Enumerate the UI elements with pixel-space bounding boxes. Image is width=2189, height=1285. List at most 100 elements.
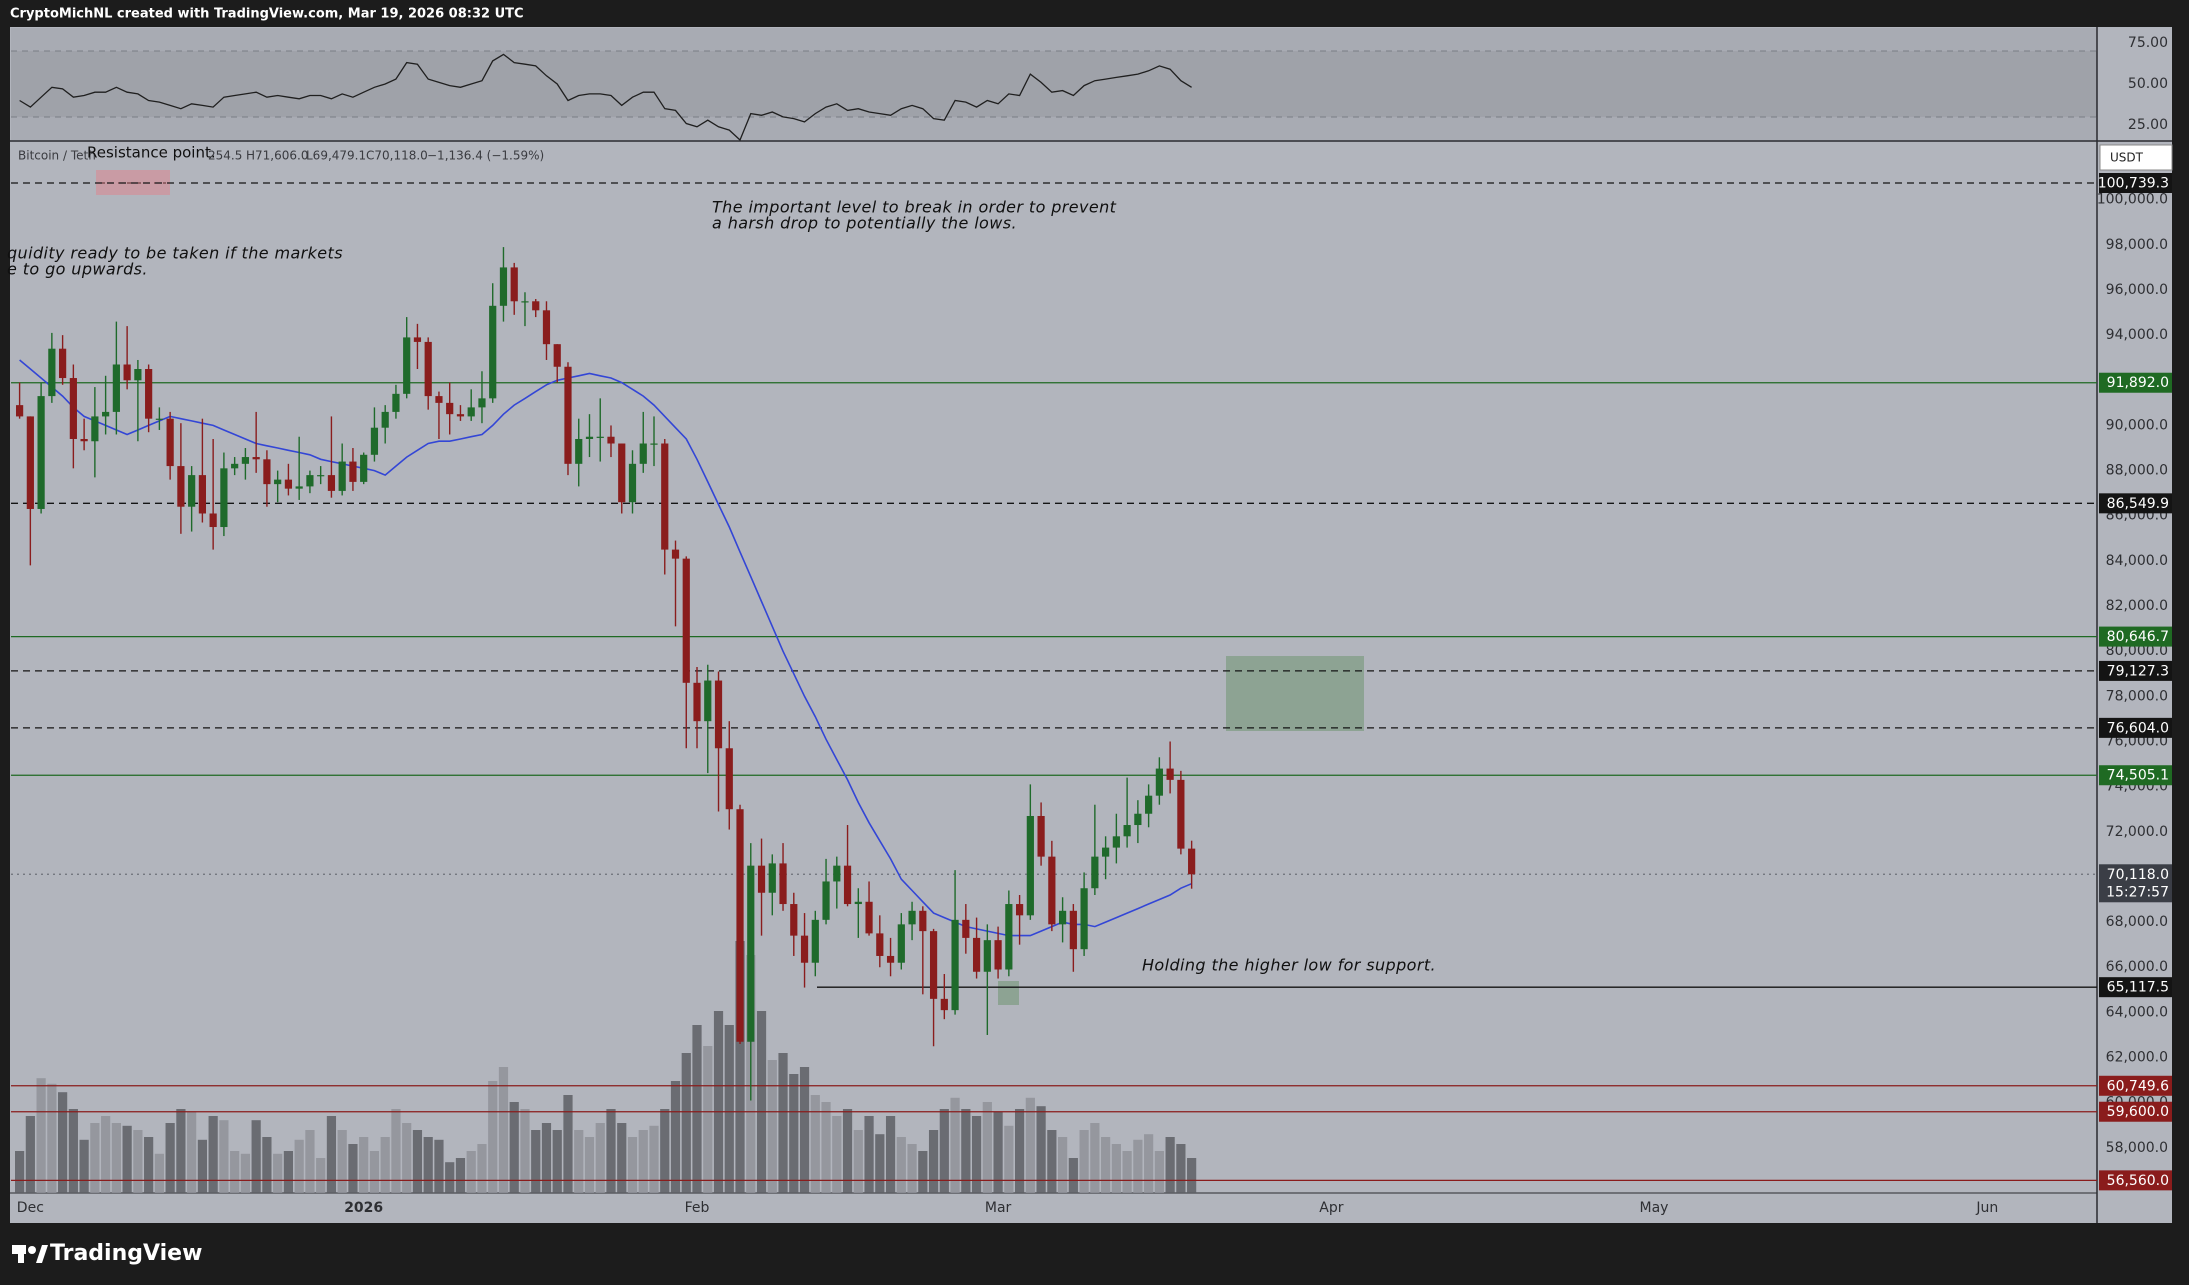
candle-body — [736, 809, 744, 1042]
volume-bar — [15, 1151, 25, 1193]
x-tick-label: Feb — [685, 1200, 710, 1216]
volume-bar — [283, 1151, 294, 1193]
candle-body — [1112, 836, 1120, 848]
y-tick-label: 66,000.0 — [2106, 959, 2168, 975]
volume-bar — [208, 1116, 218, 1193]
level-label: 70,118.0 — [2107, 867, 2169, 883]
candle-body — [962, 919, 970, 938]
candle-body — [1005, 904, 1013, 970]
candle-body — [166, 418, 174, 467]
candle-body — [553, 344, 561, 367]
volume-bar — [402, 1123, 412, 1193]
y-tick-label: 88,000.0 — [2106, 463, 2168, 479]
volume-bar — [445, 1162, 455, 1193]
volume-bar — [735, 941, 745, 1193]
candle-body — [360, 454, 368, 482]
volume-bar — [606, 1109, 616, 1193]
y-tick-label: 68,000.0 — [2106, 914, 2168, 930]
candle-body — [48, 348, 56, 397]
candle-body — [564, 366, 572, 464]
volume-bar — [971, 1116, 982, 1193]
candle-body — [231, 463, 239, 469]
volume-bar — [176, 1109, 186, 1193]
volume-bar — [154, 1153, 164, 1193]
candle-body — [1188, 848, 1196, 875]
logo-part — [36, 1245, 48, 1263]
volume-bar — [1154, 1151, 1164, 1193]
candle-body — [682, 558, 690, 683]
volume-bar — [703, 1046, 713, 1193]
volume-bar — [896, 1137, 906, 1193]
candle-body — [661, 443, 669, 550]
volume-bar — [455, 1158, 466, 1193]
level-label-box — [2099, 660, 2172, 681]
volume-bar — [832, 1116, 842, 1193]
volume-bar — [810, 1095, 820, 1193]
volume-bar — [638, 1130, 648, 1193]
candle-body — [424, 341, 432, 397]
candle-body — [811, 919, 819, 963]
volume-bar — [756, 1011, 767, 1193]
candle-body — [800, 935, 809, 963]
chart-background — [10, 27, 2172, 1223]
level-label-box — [2099, 717, 2172, 738]
volume-bar — [1068, 1158, 1078, 1193]
volume-bar — [1133, 1139, 1143, 1193]
volume-bar — [498, 1067, 509, 1193]
y-tick-label: 58,000.0 — [2106, 1140, 2168, 1156]
volume-bar — [144, 1137, 154, 1193]
candle-body — [102, 411, 110, 417]
volume-bar — [101, 1116, 111, 1193]
volume-bar — [939, 1109, 949, 1193]
candle-body — [585, 436, 594, 439]
moving-average — [19, 359, 1192, 937]
volume-bar — [348, 1144, 358, 1193]
level-label-box — [2099, 372, 2172, 393]
volume-bar — [767, 1060, 777, 1193]
candle-body — [467, 407, 475, 417]
candle-body — [790, 904, 798, 936]
level-label-box — [2099, 1101, 2172, 1122]
level-label: 59,600.0 — [2107, 1104, 2169, 1120]
annotation: The important level to break in order to… — [712, 198, 1117, 217]
volume-bar — [681, 1053, 691, 1193]
legend-open: 254.5 — [208, 149, 242, 163]
candle-body — [188, 475, 196, 507]
candle-body — [392, 393, 400, 412]
volume-bar — [1122, 1151, 1132, 1193]
rsi-line — [19, 53, 1192, 142]
candle-body — [650, 443, 658, 445]
volume-bar — [1047, 1130, 1057, 1193]
currency[interactable]: USDT — [2110, 151, 2144, 165]
x-tick-label: Mar — [985, 1200, 1012, 1216]
candle-body — [1145, 795, 1153, 814]
candle-body — [639, 443, 647, 464]
volume-bar — [670, 1081, 681, 1193]
volume-bar — [230, 1151, 240, 1193]
volume-bar — [68, 1109, 78, 1193]
volume-bar — [724, 1025, 734, 1193]
annotation: a harsh drop to potentially the lows. — [712, 214, 1017, 233]
y-tick-label: 98,000.0 — [2106, 237, 2168, 253]
candle-body — [435, 396, 443, 403]
volume-bar — [1090, 1123, 1100, 1193]
candle-body — [843, 865, 852, 905]
volume-bar — [423, 1137, 433, 1193]
volume-bar — [584, 1137, 595, 1193]
volume-bar — [1111, 1144, 1121, 1193]
volume-bar — [520, 1109, 530, 1193]
level-label: 91,892.0 — [2107, 375, 2169, 391]
level-label: 74,505.1 — [2107, 768, 2169, 784]
volume-bar — [36, 1078, 46, 1193]
currency-box[interactable] — [2099, 144, 2173, 171]
candle-body — [241, 457, 250, 464]
legend-close: C70,118.0 — [366, 149, 428, 163]
candle-body — [1177, 779, 1185, 849]
volume-bar — [660, 1109, 670, 1193]
volume-bar — [90, 1123, 100, 1193]
candle-body — [596, 436, 604, 438]
candle-body — [306, 475, 314, 487]
volume-bar — [982, 1102, 992, 1193]
volume-bar — [649, 1125, 659, 1193]
